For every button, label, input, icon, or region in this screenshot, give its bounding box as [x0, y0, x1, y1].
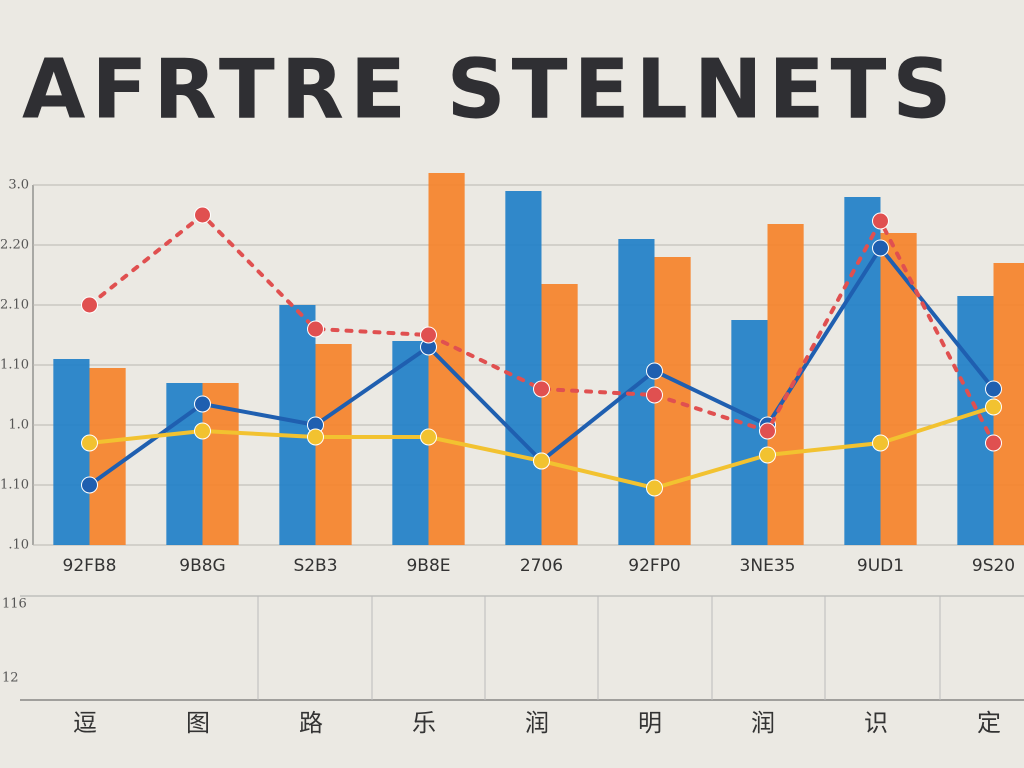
bar	[767, 224, 804, 545]
line-point	[985, 380, 1002, 398]
line-point	[872, 434, 889, 452]
y-tick-label: 2.20	[0, 238, 29, 253]
bar	[505, 191, 542, 545]
y-tick-label: 1.10	[0, 478, 29, 493]
bar	[53, 359, 90, 545]
line-point	[533, 380, 550, 398]
x-tick-label: 9B8E	[406, 556, 450, 576]
line-point	[872, 239, 889, 257]
bar	[89, 368, 126, 545]
line-point	[872, 212, 889, 230]
lower-category: 润	[751, 709, 775, 737]
line-point	[81, 296, 98, 314]
bar	[392, 341, 429, 545]
line-point	[533, 452, 550, 470]
line-point	[646, 479, 663, 497]
line-point	[646, 386, 663, 404]
line-point	[985, 434, 1002, 452]
line-point	[420, 428, 437, 446]
line-point	[646, 362, 663, 380]
line	[87, 212, 996, 445]
lower-category: 路	[299, 709, 323, 737]
line-point	[81, 434, 98, 452]
x-tick-label: 9B8G	[179, 556, 225, 576]
line-point	[307, 320, 324, 338]
line-point	[759, 446, 776, 464]
x-tick-label: 3NE35	[740, 556, 796, 576]
lower-y-label: 116	[2, 597, 27, 612]
y-tick-label: .10	[8, 538, 29, 553]
x-tick-label: 92FP0	[628, 556, 680, 576]
lower-category: 识	[864, 709, 888, 737]
lower-category: 乐	[412, 709, 436, 737]
bar	[315, 344, 352, 545]
x-tick-label: 9UD1	[857, 556, 904, 576]
bar	[957, 296, 994, 545]
line-point	[194, 422, 211, 440]
lower-category: 润	[525, 709, 549, 737]
y-tick-label: 1.10	[0, 358, 29, 373]
x-tick-label: 92FB8	[63, 556, 117, 576]
lower-category: 逗	[73, 709, 97, 737]
y-tick-label: 3.0	[8, 178, 29, 193]
x-tick-label: 2706	[520, 556, 563, 576]
line-point	[194, 206, 211, 224]
line-point	[81, 476, 98, 494]
lower-category: 明	[638, 709, 662, 737]
lower-category: 定	[977, 709, 1001, 737]
y-tick-label: 1.0	[8, 418, 29, 433]
line-point	[307, 428, 324, 446]
lower-y-label: 12	[2, 671, 19, 686]
chart-title: AFRTRE STELNETS	[22, 42, 957, 137]
x-tick-label: 9S20	[972, 556, 1015, 576]
bar	[428, 173, 465, 545]
line-point	[420, 326, 437, 344]
line-point	[985, 398, 1002, 416]
bar	[541, 284, 578, 545]
line-point	[194, 395, 211, 413]
x-tick-label: S2B3	[293, 556, 337, 576]
lower-category: 图	[186, 709, 210, 737]
y-tick-label: 2.10	[0, 298, 29, 313]
line-point	[759, 422, 776, 440]
